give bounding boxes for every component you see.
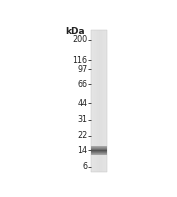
Bar <box>106 30 107 172</box>
Bar <box>91 30 92 172</box>
Text: 66: 66 <box>77 80 87 89</box>
Bar <box>97 30 98 172</box>
Bar <box>102 30 103 172</box>
Bar <box>91 147 107 148</box>
Text: 200: 200 <box>72 35 87 44</box>
Text: 14: 14 <box>77 146 87 155</box>
Bar <box>100 30 101 172</box>
Bar <box>105 30 106 172</box>
Bar <box>91 30 107 172</box>
Bar <box>92 30 93 172</box>
Bar <box>104 30 105 172</box>
Bar <box>99 30 100 172</box>
Text: 44: 44 <box>77 99 87 108</box>
Bar <box>95 30 96 172</box>
Text: 22: 22 <box>77 131 87 140</box>
Bar <box>91 150 107 151</box>
Bar <box>91 153 107 154</box>
Bar <box>91 154 107 155</box>
Bar <box>96 30 97 172</box>
Text: 31: 31 <box>77 115 87 125</box>
Text: 116: 116 <box>72 56 87 65</box>
Bar <box>103 30 104 172</box>
Text: kDa: kDa <box>66 27 85 36</box>
Bar <box>91 151 107 152</box>
Bar <box>91 146 107 147</box>
Bar <box>91 149 107 150</box>
Bar <box>94 30 95 172</box>
Bar <box>101 30 102 172</box>
Bar <box>98 30 99 172</box>
Bar <box>91 152 107 153</box>
Bar <box>93 30 94 172</box>
Text: 97: 97 <box>77 65 87 74</box>
Text: 6: 6 <box>82 163 87 171</box>
Bar <box>91 148 107 149</box>
